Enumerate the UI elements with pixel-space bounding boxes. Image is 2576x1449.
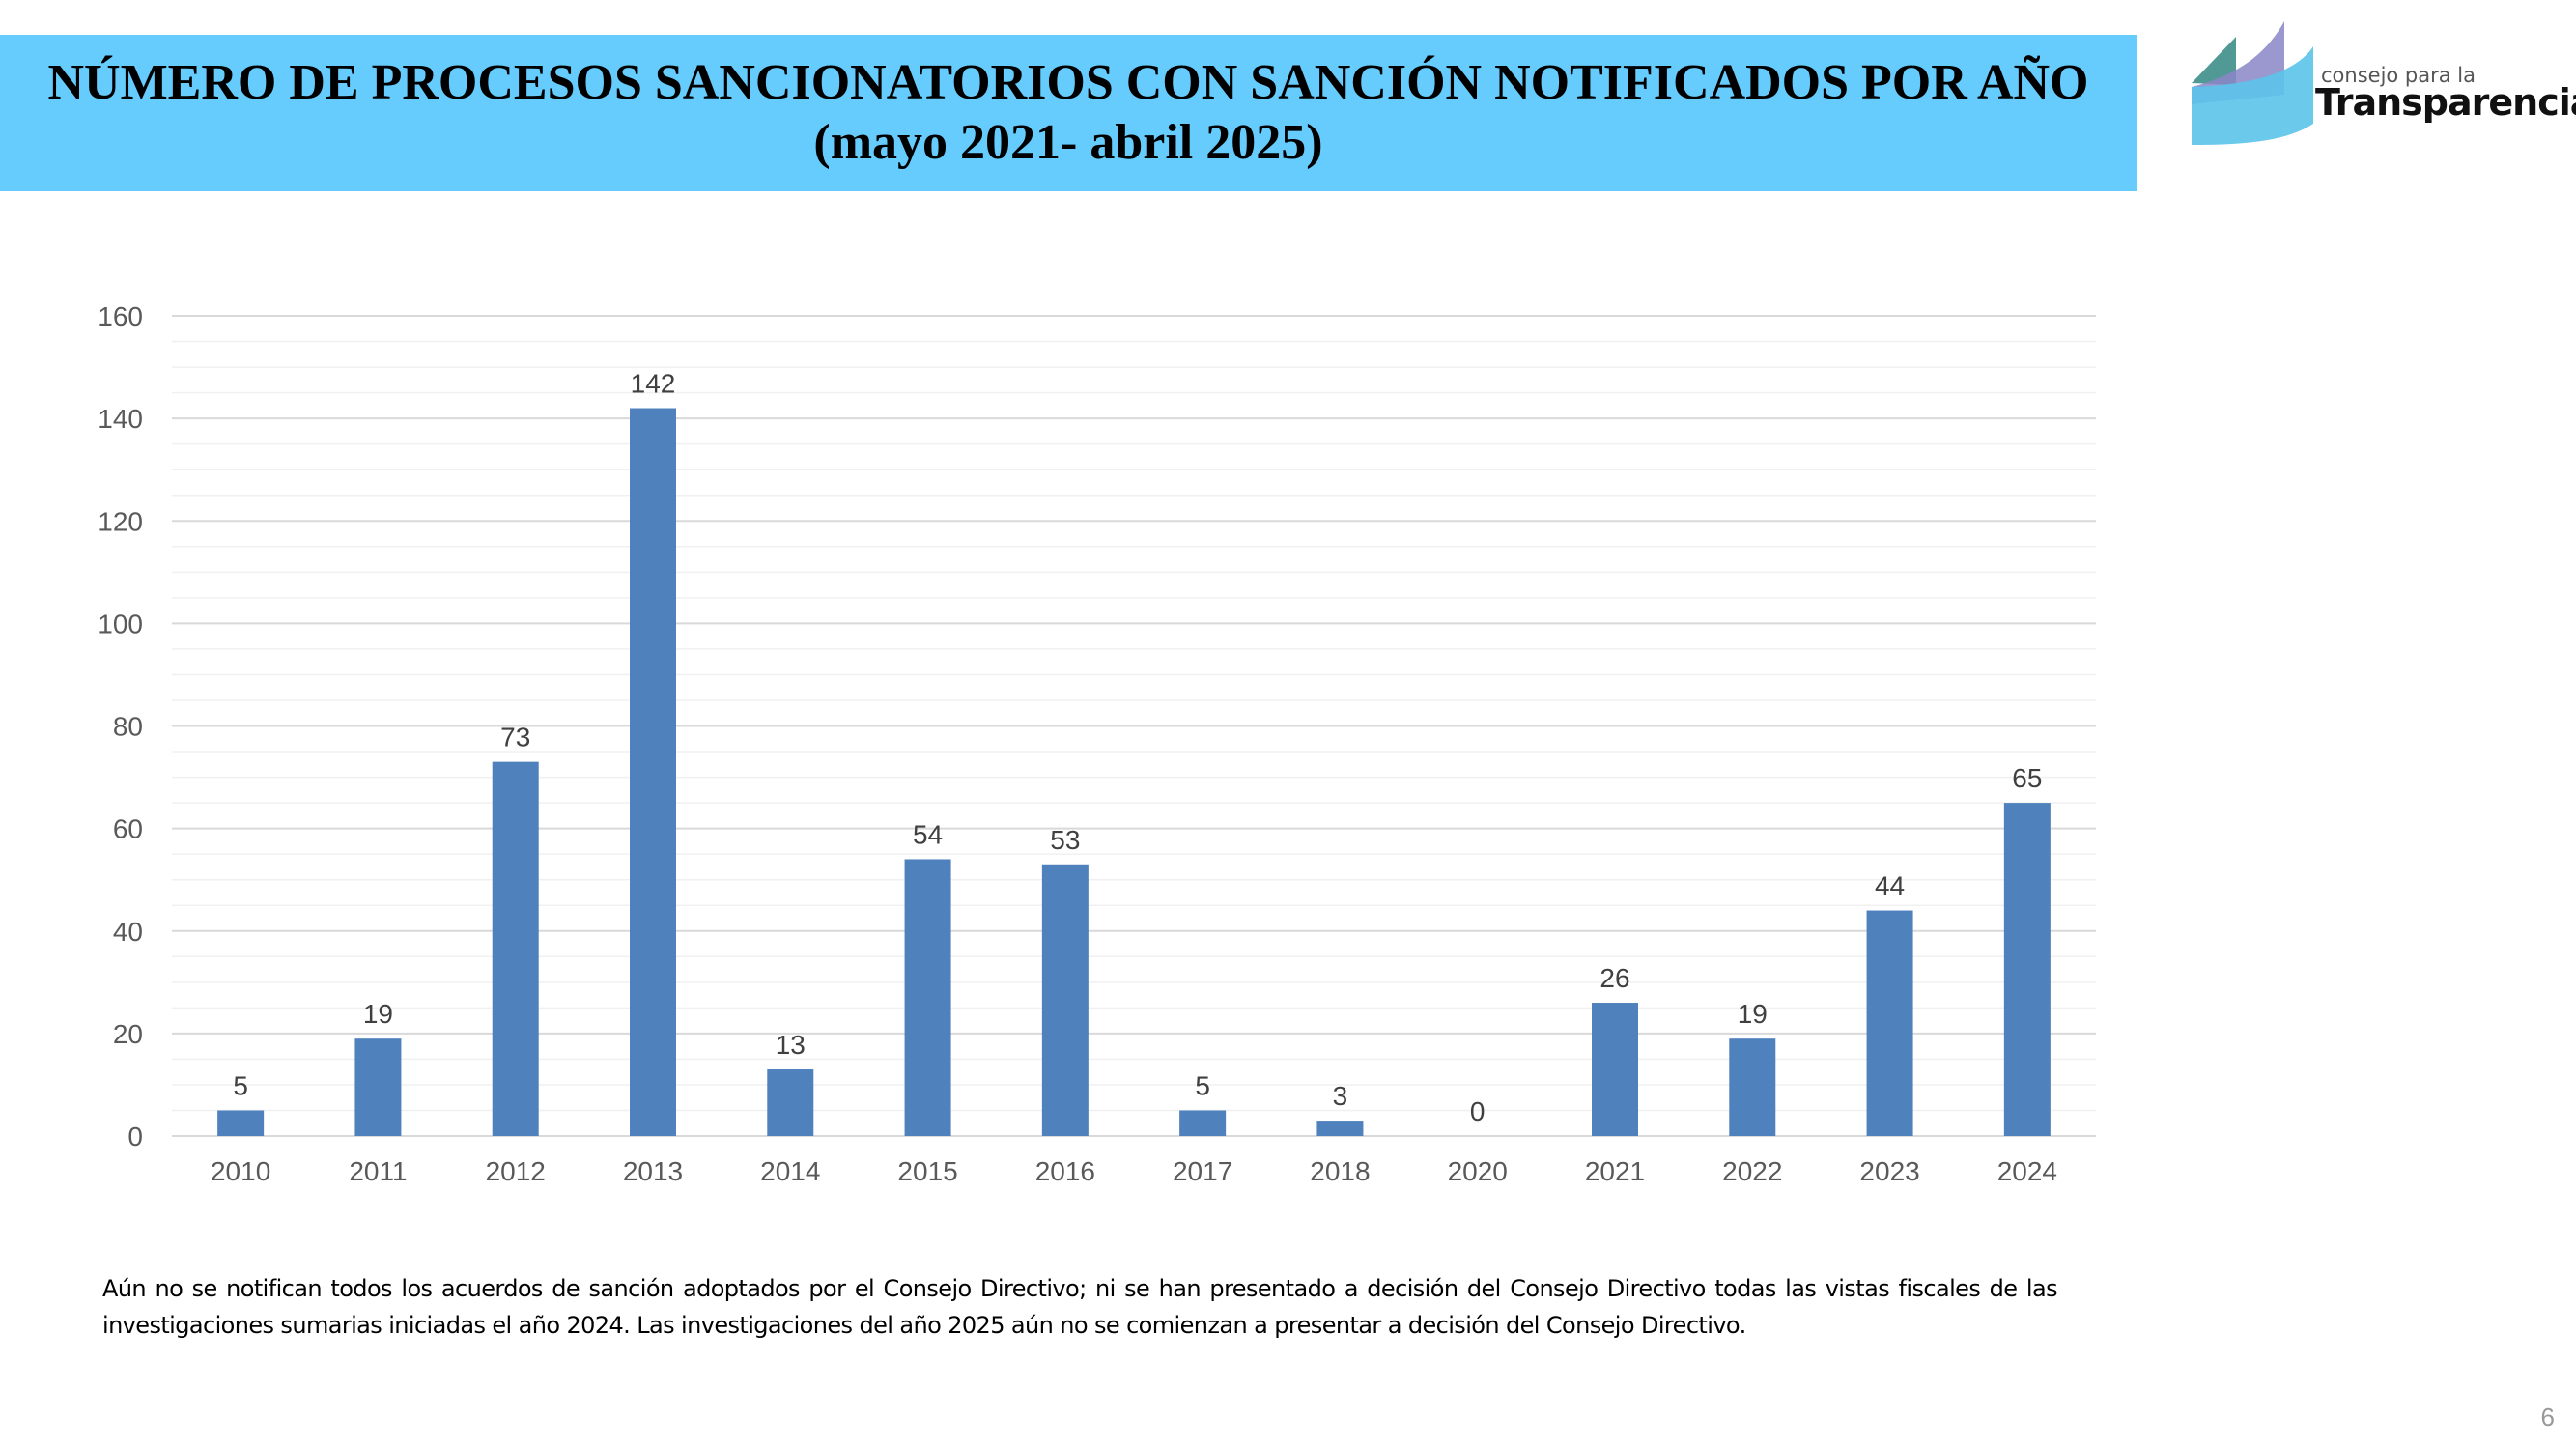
data-label: 53 [1050, 825, 1080, 855]
logo-text-large: Transparencia [2315, 81, 2576, 124]
title-banner: NÚMERO DE PROCESOS SANCIONATORIOS CON SA… [0, 35, 2137, 191]
data-label: 3 [1333, 1081, 1348, 1111]
bar [1592, 1003, 1638, 1136]
y-tick-label: 100 [98, 609, 143, 639]
gridlines [172, 315, 2096, 1137]
data-label: 0 [1470, 1096, 1486, 1126]
x-tick-label: 2017 [1173, 1156, 1232, 1186]
bar [217, 1110, 265, 1136]
y-tick-label: 80 [113, 712, 143, 742]
data-label: 19 [363, 999, 393, 1029]
bar [1316, 1121, 1364, 1136]
data-label: 65 [2012, 763, 2042, 793]
data-label: 13 [776, 1030, 806, 1060]
bar [492, 761, 539, 1136]
data-label: 142 [631, 369, 676, 399]
x-tick-label: 2010 [211, 1156, 270, 1186]
x-axis-ticks: 2010 2011 2012 2013 2014 2015 2016 2017 2018 2020… [211, 1156, 2057, 1186]
x-tick-label: 2013 [623, 1156, 683, 1186]
bar [1729, 1038, 1776, 1136]
bar [354, 1038, 402, 1136]
data-label: 26 [1599, 963, 1629, 993]
y-tick-label: 160 [98, 301, 143, 331]
y-tick-label: 120 [98, 506, 143, 536]
bar [2003, 803, 2051, 1136]
x-tick-label: 2014 [760, 1156, 820, 1186]
x-tick-label: 2015 [897, 1156, 957, 1186]
x-tick-label: 2018 [1310, 1156, 1370, 1186]
page-number: 6 [2540, 1403, 2555, 1432]
y-tick-label: 40 [113, 917, 143, 947]
page-title: NÚMERO DE PROCESOS SANCIONATORIOS CON SA… [47, 55, 2089, 170]
x-tick-label: 2023 [1859, 1156, 1919, 1186]
data-label: 54 [913, 819, 943, 849]
y-tick-label: 140 [98, 404, 143, 434]
y-axis-ticks: 0 20 40 60 80 100 120 140 160 [98, 301, 143, 1151]
bar [904, 859, 951, 1136]
x-tick-label: 2016 [1035, 1156, 1095, 1186]
y-tick-label: 20 [113, 1019, 143, 1049]
x-tick-label: 2011 [349, 1156, 407, 1186]
x-tick-label: 2021 [1585, 1156, 1645, 1186]
data-label: 19 [1738, 999, 1768, 1029]
bar [630, 408, 676, 1136]
x-tick-label: 2020 [1448, 1156, 1508, 1186]
y-tick-label: 0 [127, 1122, 143, 1151]
data-label: 73 [500, 723, 530, 753]
data-label: 5 [1195, 1070, 1210, 1100]
x-tick-label: 2022 [1722, 1156, 1782, 1186]
data-label: 5 [233, 1070, 248, 1100]
y-tick-label: 60 [113, 814, 143, 844]
bar [1866, 910, 1913, 1136]
bar [1041, 864, 1089, 1136]
logo-text-small: consejo para la [2321, 64, 2477, 87]
x-tick-label: 2012 [486, 1156, 546, 1186]
footnote: Aún no se notifican todos los acuerdos d… [102, 1275, 2058, 1339]
logo-mark-icon [2192, 21, 2313, 145]
data-label: 44 [1875, 871, 1905, 901]
bar [767, 1069, 814, 1136]
logo: consejo para la Transparencia [2178, 17, 2576, 153]
bar [1179, 1110, 1227, 1136]
x-tick-label: 2024 [1997, 1156, 2057, 1186]
